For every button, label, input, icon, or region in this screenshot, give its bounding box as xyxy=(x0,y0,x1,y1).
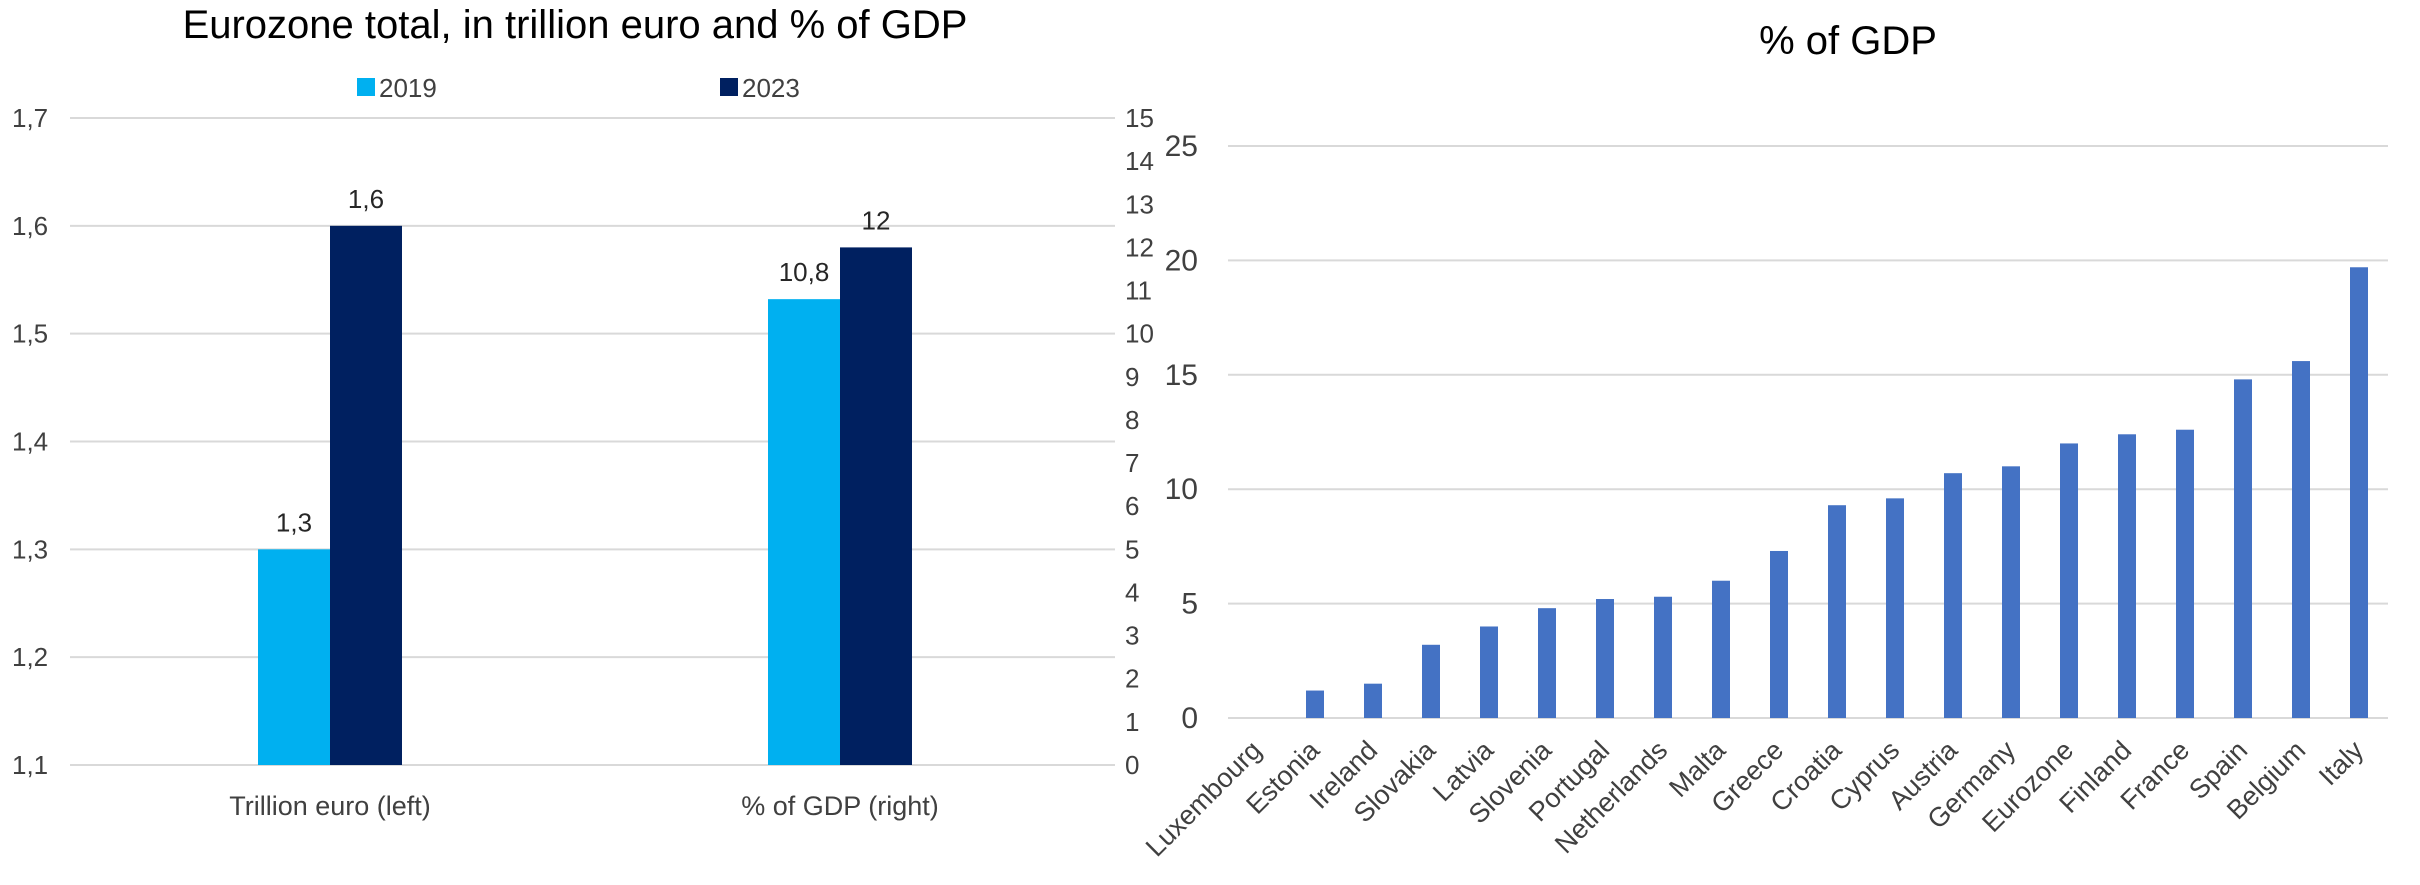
chart1-gridlines xyxy=(70,117,1115,766)
chart1-left-tick-label: 1,1 xyxy=(12,750,48,780)
chart1-right-tick-label: 1 xyxy=(1125,707,1139,737)
chart1-bar-2023 xyxy=(330,225,402,766)
chart1-right-tick-label: 5 xyxy=(1125,534,1139,564)
chart2-tick-label: 20 xyxy=(1165,244,1198,277)
chart1-right-tick-label: 2 xyxy=(1125,664,1139,694)
chart1-left-tick-label: 1,5 xyxy=(12,319,48,349)
chart1-right-tick-label: 13 xyxy=(1125,189,1154,219)
chart1-legend-swatch xyxy=(357,78,375,96)
chart1-right-tick-label: 4 xyxy=(1125,577,1139,607)
chart2-bar xyxy=(1944,473,1962,718)
chart1-left-tick-label: 1,3 xyxy=(12,534,48,564)
chart2-bars xyxy=(1306,267,2368,718)
chart1-title: Eurozone total, in trillion euro and % o… xyxy=(183,3,968,47)
chart2-tick-label: 5 xyxy=(1181,588,1198,621)
chart2-bar xyxy=(1654,596,1672,718)
chart2-category-labels: LuxembourgEstoniaIrelandSlovakiaLatviaSl… xyxy=(1140,734,2370,862)
chart1-data-labels: 1,3 1,6 10,8 12 xyxy=(276,184,891,537)
chart2-bar xyxy=(1770,550,1788,718)
chart1-left-axis-ticks: 1,1 1,2 1,3 1,4 1,5 1,6 1,7 xyxy=(12,103,48,780)
chart1-right-tick-label: 11 xyxy=(1125,276,1152,306)
chart2-bar xyxy=(2350,267,2368,718)
chart2-bar xyxy=(1364,683,1382,718)
chart1-legend-label: 2023 xyxy=(742,73,800,103)
chart-eurozone-total: Eurozone total, in trillion euro and % o… xyxy=(12,3,1154,821)
chart2-bar xyxy=(2176,429,2194,718)
chart2-tick-label: 10 xyxy=(1165,473,1198,506)
chart2-bar xyxy=(1828,505,1846,718)
chart1-right-tick-label: 6 xyxy=(1125,491,1139,521)
chart2-tick-label: 25 xyxy=(1165,130,1198,163)
chart1-right-tick-label: 15 xyxy=(1125,103,1154,133)
chart1-left-tick-label: 1,2 xyxy=(12,642,48,672)
chart2-bar xyxy=(1480,626,1498,718)
chart1-category-label: Trillion euro (left) xyxy=(229,791,431,821)
chart2-bar xyxy=(2292,361,2310,718)
chart1-right-tick-label: 7 xyxy=(1125,448,1139,478)
chart2-tick-label: 15 xyxy=(1165,359,1198,392)
chart1-left-tick-label: 1,6 xyxy=(12,211,48,241)
chart1-right-tick-label: 3 xyxy=(1125,621,1139,651)
chart2-bar xyxy=(1306,690,1324,718)
chart1-legend-label: 2019 xyxy=(379,73,437,103)
chart1-category-labels: Trillion euro (left) % of GDP (right) xyxy=(229,791,939,821)
chart1-bar-2023 xyxy=(840,247,912,765)
chart1-data-label: 10,8 xyxy=(779,257,830,287)
chart2-title: % of GDP xyxy=(1759,19,1937,63)
chart2-y-axis-ticks: 0 5 10 15 20 25 xyxy=(1165,130,1198,735)
chart2-bar xyxy=(1886,498,1904,718)
chart2-bar xyxy=(1712,580,1730,718)
chart2-bar xyxy=(1596,599,1614,718)
chart1-legend-swatch xyxy=(720,78,738,96)
chart2-bar xyxy=(2118,434,2136,718)
chart1-bars xyxy=(258,225,912,766)
chart2-bar xyxy=(2060,443,2078,718)
chart1-data-label: 12 xyxy=(862,205,891,235)
chart1-left-tick-label: 1,4 xyxy=(12,427,48,457)
chart1-data-label: 1,6 xyxy=(348,184,384,214)
chart1-right-tick-label: 14 xyxy=(1125,146,1154,176)
chart2-tick-label: 0 xyxy=(1181,702,1198,735)
chart-percent-gdp-by-country: % of GDP 0 5 10 15 20 25 LuxembourgEstoniaIre… xyxy=(1140,19,2388,862)
chart1-legend: 2019 2023 xyxy=(357,73,800,103)
chart1-bar-2019 xyxy=(768,299,840,765)
chart1-right-tick-label: 9 xyxy=(1125,362,1139,392)
chart1-data-label: 1,3 xyxy=(276,507,312,537)
chart2-bar xyxy=(1538,608,1556,718)
chart1-category-label: % of GDP (right) xyxy=(741,791,939,821)
chart2-bar xyxy=(1422,644,1440,718)
chart2-gridlines xyxy=(1228,145,2388,719)
chart1-right-tick-label: 12 xyxy=(1125,232,1154,262)
chart1-left-tick-label: 1,7 xyxy=(12,103,48,133)
chart2-category-label: Italy xyxy=(2313,735,2370,792)
chart1-right-tick-label: 8 xyxy=(1125,405,1139,435)
chart2-bar xyxy=(2002,466,2020,718)
chart1-bar-2019 xyxy=(258,549,330,765)
chart1-right-tick-label: 10 xyxy=(1125,319,1154,349)
chart1-right-tick-label: 0 xyxy=(1125,750,1139,780)
chart2-bar xyxy=(2234,379,2252,718)
